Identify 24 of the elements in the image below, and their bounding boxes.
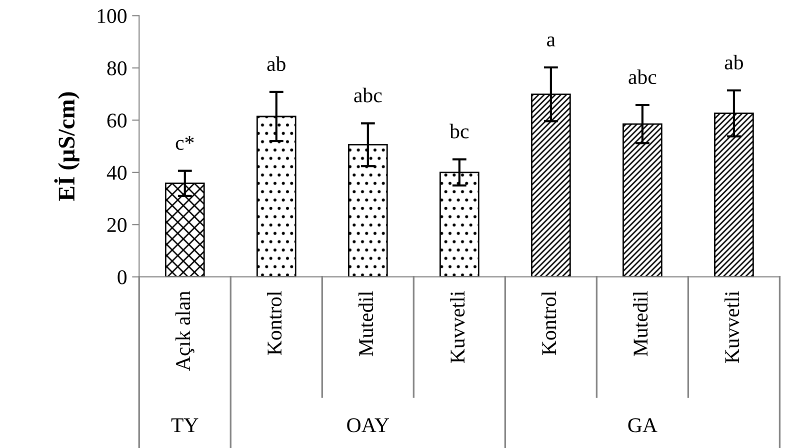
text: GA (628, 418, 658, 432)
data-label: ab (724, 54, 743, 70)
data-label: bc (450, 124, 469, 138)
y-tick-label: 40 (106, 166, 127, 180)
data-label: a (547, 36, 556, 46)
x-tick-label: Mutedil (632, 291, 648, 356)
y-axis-title: Eİ (µS/cm) (54, 92, 80, 201)
data-label: abc (354, 88, 382, 102)
data-label: ab (267, 56, 286, 72)
text: TY (171, 418, 198, 432)
text: OAY (347, 418, 389, 432)
data-label: abc (628, 69, 656, 84)
y-tick-label: 20 (107, 218, 127, 232)
y-tick-label: 0 (118, 270, 127, 284)
y-tick-label: 80 (107, 61, 127, 76)
x-tick-label: Kuvvetli (450, 291, 465, 364)
x-tick-label: Kontrol (266, 291, 282, 355)
x-tick-label: Kontrol (541, 291, 556, 355)
x-tick-label: Kuvvetli (724, 291, 740, 364)
y-tick-label: 60 (107, 114, 127, 128)
data-label: c* (176, 136, 194, 150)
y-tick-label: 100 (98, 9, 127, 24)
x-tick-label: Mutedil (358, 291, 374, 356)
x-tick-label: Açık alan (175, 291, 194, 371)
